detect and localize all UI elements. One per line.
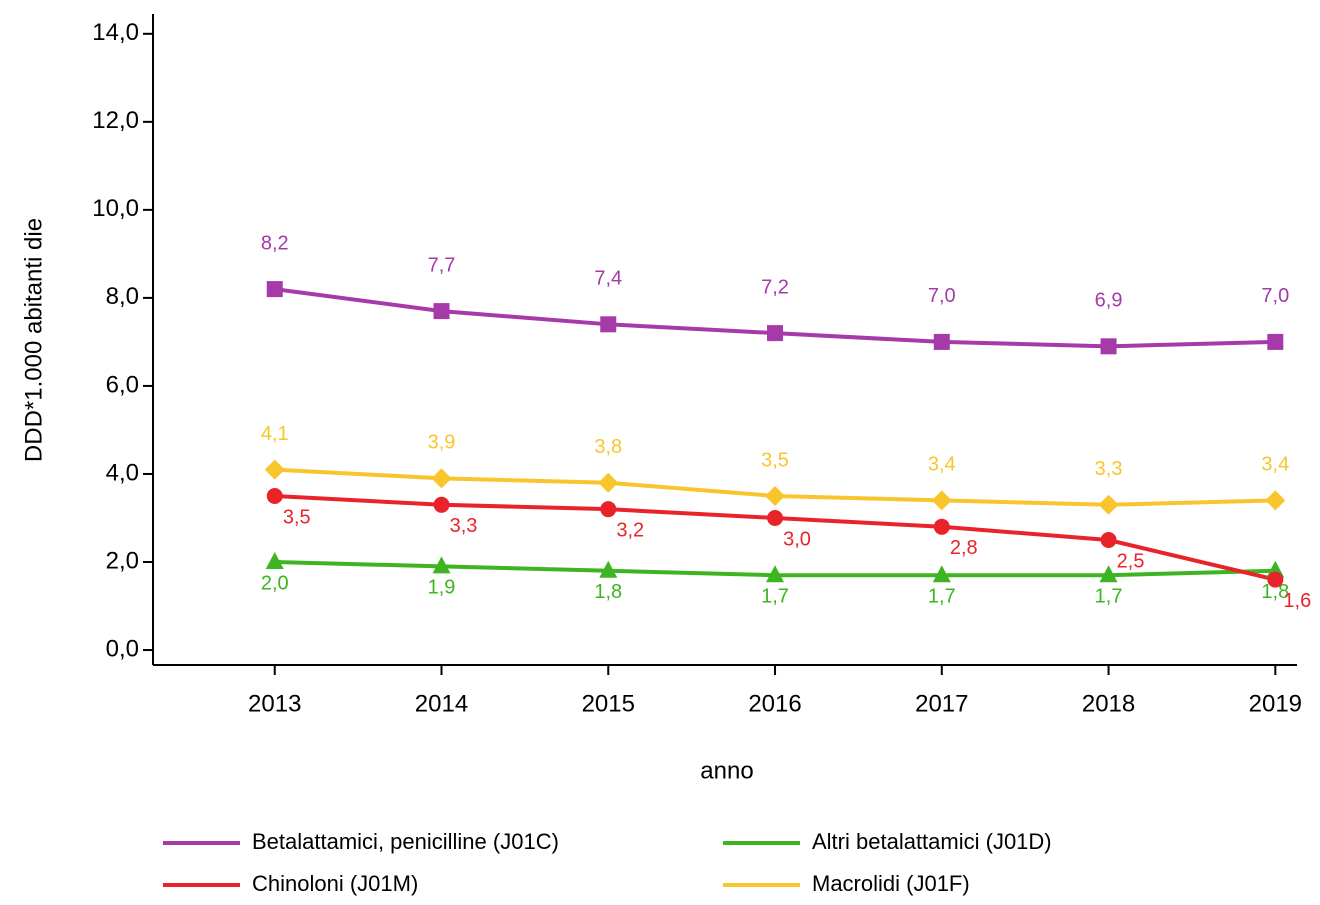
marker: [1099, 565, 1118, 583]
y-tick-label: 10,0: [92, 195, 139, 222]
value-label: 7,0: [928, 285, 956, 307]
value-label: 2,8: [950, 537, 978, 559]
marker: [431, 468, 452, 489]
marker: [266, 487, 283, 504]
value-label: 1,7: [761, 585, 789, 607]
value-label: 4,1: [261, 423, 289, 445]
marker: [932, 565, 951, 583]
value-label: 1,8: [1261, 581, 1289, 603]
marker: [1098, 494, 1119, 515]
value-label: 2,0: [261, 572, 289, 594]
y-tick-label: 8,0: [106, 283, 139, 310]
value-label: 7,4: [594, 268, 622, 290]
marker: [600, 501, 617, 518]
marker: [265, 552, 284, 570]
value-label: 7,7: [428, 254, 456, 276]
marker: [599, 560, 618, 578]
value-label: 8,2: [261, 232, 289, 254]
marker: [1267, 571, 1284, 588]
value-label: 2,5: [1117, 550, 1145, 572]
value-label: 3,5: [283, 506, 311, 528]
value-label: 3,3: [1095, 458, 1123, 480]
x-tick-label: 2013: [248, 690, 301, 717]
x-tick-label: 2014: [415, 690, 468, 717]
y-tick-label: 4,0: [106, 459, 139, 486]
value-label: 1,8: [594, 581, 622, 603]
x-axis-label: anno: [700, 757, 753, 784]
legend-label: Betalattamici, penicilline (J01C): [252, 829, 559, 854]
x-tick-label: 2018: [1082, 690, 1135, 717]
marker: [933, 333, 950, 350]
legend-label: Altri betalattamici (J01D): [812, 829, 1052, 854]
value-label: 7,2: [761, 276, 789, 298]
value-label: 3,2: [616, 519, 644, 541]
y-tick-label: 0,0: [106, 635, 139, 662]
value-label: 3,4: [1261, 454, 1289, 476]
marker: [432, 556, 451, 574]
legend-label: Chinoloni (J01M): [252, 871, 418, 896]
x-tick-label: 2016: [748, 690, 801, 717]
y-tick-label: 12,0: [92, 107, 139, 134]
value-label: 3,8: [594, 436, 622, 458]
y-tick-label: 14,0: [92, 19, 139, 46]
value-label: 1,9: [428, 577, 456, 599]
y-axis-label: DDD*1.000 abitanti die: [20, 218, 47, 462]
value-label: 3,9: [428, 432, 456, 454]
marker: [266, 281, 283, 298]
y-tick-label: 6,0: [106, 371, 139, 398]
value-label: 3,3: [450, 515, 478, 537]
marker: [1100, 531, 1117, 548]
value-label: 3,5: [761, 449, 789, 471]
marker: [766, 565, 785, 583]
value-label: 7,0: [1261, 285, 1289, 307]
marker: [765, 485, 786, 506]
marker: [1265, 490, 1286, 511]
value-label: 6,9: [1095, 290, 1123, 312]
marker: [1100, 338, 1117, 355]
legend-label: Macrolidi (J01F): [812, 871, 970, 896]
marker: [433, 303, 450, 320]
marker: [931, 490, 952, 511]
value-label: 1,7: [1095, 585, 1123, 607]
x-tick-label: 2017: [915, 690, 968, 717]
marker: [767, 509, 784, 526]
value-label: 3,0: [783, 528, 811, 550]
x-tick-label: 2019: [1249, 690, 1302, 717]
value-label: 3,4: [928, 454, 956, 476]
y-tick-label: 2,0: [106, 547, 139, 574]
marker: [433, 496, 450, 513]
x-tick-label: 2015: [582, 690, 635, 717]
marker: [598, 472, 619, 493]
marker: [1267, 333, 1284, 350]
value-label: 1,7: [928, 585, 956, 607]
marker: [264, 459, 285, 480]
marker: [600, 316, 617, 333]
value-label: 1,6: [1283, 590, 1311, 612]
marker: [933, 518, 950, 535]
marker: [767, 325, 784, 342]
